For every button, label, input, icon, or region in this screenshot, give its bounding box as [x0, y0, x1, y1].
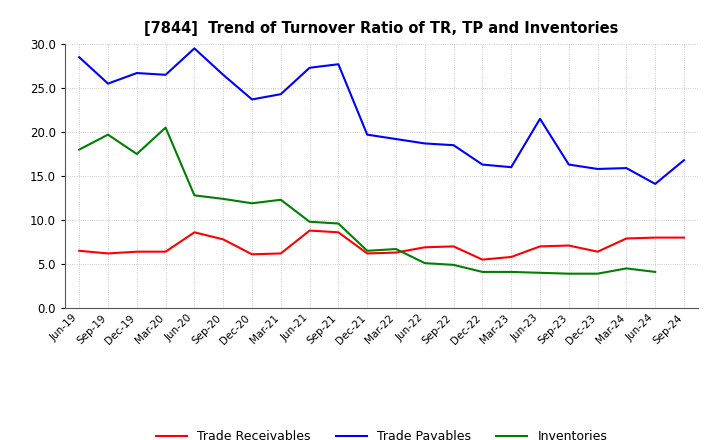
Trade Payables	[622, 165, 631, 171]
Trade Receivables	[420, 245, 429, 250]
Trade Receivables	[449, 244, 458, 249]
Trade Receivables	[392, 250, 400, 255]
Trade Payables	[334, 62, 343, 67]
Trade Payables	[75, 55, 84, 60]
Trade Payables	[536, 116, 544, 121]
Trade Payables	[161, 72, 170, 77]
Trade Receivables	[190, 230, 199, 235]
Inventories	[420, 260, 429, 266]
Inventories	[392, 246, 400, 252]
Trade Payables	[248, 97, 256, 102]
Trade Receivables	[161, 249, 170, 254]
Inventories	[622, 266, 631, 271]
Trade Receivables	[622, 236, 631, 241]
Title: [7844]  Trend of Turnover Ratio of TR, TP and Inventories: [7844] Trend of Turnover Ratio of TR, TP…	[145, 21, 618, 36]
Trade Receivables	[132, 249, 141, 254]
Trade Receivables	[507, 254, 516, 260]
Trade Receivables	[248, 252, 256, 257]
Trade Payables	[680, 158, 688, 163]
Trade Payables	[132, 70, 141, 76]
Inventories	[564, 271, 573, 276]
Inventories	[132, 151, 141, 157]
Line: Trade Receivables: Trade Receivables	[79, 231, 684, 260]
Trade Payables	[449, 143, 458, 148]
Trade Payables	[593, 166, 602, 172]
Trade Receivables	[363, 251, 372, 256]
Trade Receivables	[219, 237, 228, 242]
Inventories	[507, 269, 516, 275]
Inventories	[478, 269, 487, 275]
Trade Payables	[104, 81, 112, 86]
Trade Payables	[363, 132, 372, 137]
Trade Receivables	[75, 248, 84, 253]
Trade Receivables	[276, 251, 285, 256]
Trade Payables	[651, 181, 660, 187]
Inventories	[536, 270, 544, 275]
Trade Receivables	[536, 244, 544, 249]
Trade Payables	[420, 141, 429, 146]
Trade Receivables	[564, 243, 573, 248]
Inventories	[305, 219, 314, 224]
Trade Payables	[305, 65, 314, 70]
Trade Payables	[276, 92, 285, 97]
Inventories	[276, 197, 285, 202]
Inventories	[219, 196, 228, 202]
Inventories	[363, 248, 372, 253]
Inventories	[651, 269, 660, 275]
Trade Receivables	[680, 235, 688, 240]
Trade Receivables	[104, 251, 112, 256]
Inventories	[593, 271, 602, 276]
Inventories	[161, 125, 170, 130]
Trade Receivables	[334, 230, 343, 235]
Trade Receivables	[305, 228, 314, 233]
Trade Receivables	[478, 257, 487, 262]
Inventories	[104, 132, 112, 137]
Trade Payables	[219, 72, 228, 77]
Trade Payables	[478, 162, 487, 167]
Inventories	[190, 193, 199, 198]
Line: Inventories: Inventories	[79, 128, 655, 274]
Trade Receivables	[593, 249, 602, 254]
Trade Payables	[190, 46, 199, 51]
Trade Payables	[564, 162, 573, 167]
Inventories	[248, 201, 256, 206]
Inventories	[75, 147, 84, 152]
Line: Trade Payables: Trade Payables	[79, 48, 684, 184]
Inventories	[449, 262, 458, 268]
Inventories	[334, 221, 343, 226]
Trade Payables	[392, 136, 400, 142]
Legend: Trade Receivables, Trade Payables, Inventories: Trade Receivables, Trade Payables, Inven…	[151, 425, 612, 440]
Trade Payables	[507, 165, 516, 170]
Trade Receivables	[651, 235, 660, 240]
